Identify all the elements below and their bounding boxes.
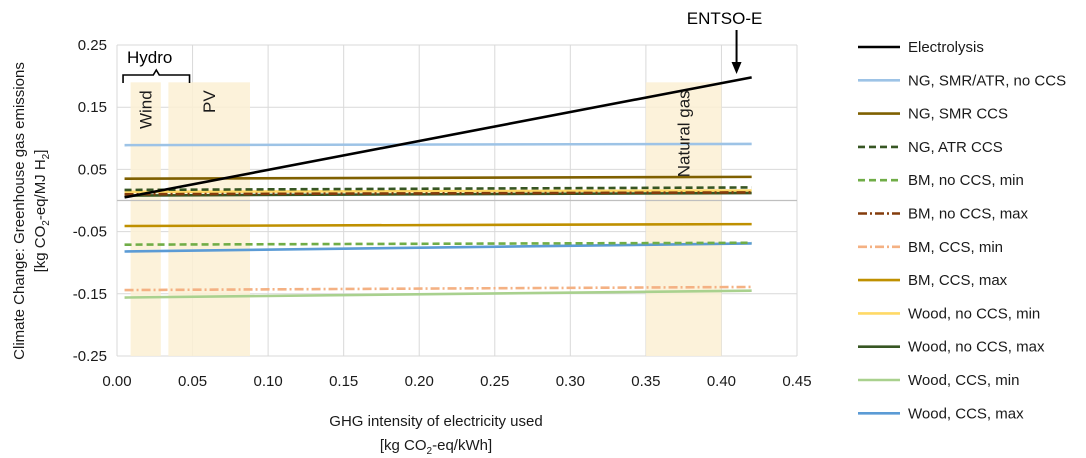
tick-labels: 0.00 0.05 0.10 0.15 0.20 0.25 0.30 0.35 0.40 0.45… xyxy=(73,37,812,390)
legend-label: BM, no CCS, max xyxy=(908,206,1029,223)
x-tick-label: 0.35 xyxy=(631,373,660,390)
x-axis-title-line1: GHG intensity of electricity used xyxy=(329,413,542,430)
legend-item-wood-ccs-max: Wood, CCS, max xyxy=(858,405,1024,422)
series-line-bm-ccs-min xyxy=(124,285,752,292)
y-axis-title-line2: [kg CO2-eq/MJ H2] xyxy=(32,150,52,273)
y-tick-label: -0.05 xyxy=(73,224,107,241)
legend-label: Wood, no CCS, max xyxy=(908,339,1045,356)
legend-label: NG, ATR CCS xyxy=(908,139,1003,156)
legend-item-bm-no-ccs-max: BM, no CCS, max xyxy=(858,206,1029,223)
legend-label: Wood, CCS, min xyxy=(908,372,1019,389)
legend-item-bm-ccs-max: BM, CCS, max xyxy=(858,272,1008,289)
legend-item-electrolysis: Electrolysis xyxy=(858,39,984,56)
hydro-brace xyxy=(122,68,191,83)
y-tick-label: 0.25 xyxy=(78,37,107,54)
x-tick-label: 0.10 xyxy=(254,373,283,390)
legend-label: BM, CCS, min xyxy=(908,239,1003,256)
x-tick-label: 0.40 xyxy=(707,373,736,390)
x-tick-label: 0.00 xyxy=(102,373,131,390)
hydro-label: Hydro xyxy=(127,48,172,67)
series-line-bm-ccs-max xyxy=(124,222,752,228)
x-tick-label: 0.20 xyxy=(405,373,434,390)
series-line-electrolysis xyxy=(124,76,752,199)
y-tick-label: 0.15 xyxy=(78,99,107,116)
band-pv xyxy=(168,82,250,356)
series-line-bm-no-ccs-min xyxy=(124,241,752,246)
x-axis-title-line2: [kg CO2-eq/kWh] xyxy=(380,437,492,457)
legend-label: BM, CCS, max xyxy=(908,272,1008,289)
series-line-ng-atr-ccs xyxy=(124,186,752,192)
highlight-bands xyxy=(130,82,722,356)
hydro-annotation: Hydro xyxy=(122,48,191,83)
annotations: Hydro ENTSO-E xyxy=(122,9,763,83)
series-line-wood-no-ccs-min xyxy=(124,189,752,194)
legend-item-wood-ccs-min: Wood, CCS, min xyxy=(858,372,1019,389)
legend-label: Wood, CCS, max xyxy=(908,405,1024,422)
y-tick-label: 0.05 xyxy=(78,161,107,178)
series-line-wood-ccs-min xyxy=(124,289,752,299)
series-line-wood-ccs-max xyxy=(124,242,752,253)
legend-item-wood-no-ccs-min: Wood, no CCS, min xyxy=(858,305,1040,322)
x-tick-label: 0.05 xyxy=(178,373,207,390)
band-label-wind: Wind xyxy=(137,90,156,129)
x-tick-label: 0.15 xyxy=(329,373,358,390)
legend-label: BM, no CCS, min xyxy=(908,172,1024,189)
band-label-pv: PV xyxy=(200,90,219,113)
band-label-natural-gas: Natural gas xyxy=(675,90,694,177)
legend-label: Wood, no CCS, min xyxy=(908,305,1040,322)
legend-item-ng-atr-ccs: NG, ATR CCS xyxy=(858,139,1003,156)
legend-item-wood-no-ccs-max: Wood, no CCS, max xyxy=(858,339,1045,356)
legend: Electrolysis NG, SMR/ATR, no CCS NG, SMR C… xyxy=(858,39,1066,422)
legend-label: NG, SMR/ATR, no CCS xyxy=(908,72,1066,89)
legend-item-bm-no-ccs-min: BM, no CCS, min xyxy=(858,172,1024,189)
x-tick-label: 0.45 xyxy=(782,373,811,390)
series-line-ng-smr-atr-no-ccs xyxy=(124,142,752,147)
x-tick-label: 0.30 xyxy=(556,373,585,390)
legend-label: Electrolysis xyxy=(908,39,984,56)
entsoe-label: ENTSO-E xyxy=(687,9,763,28)
series-line-bm-no-ccs-max xyxy=(124,191,752,196)
entsoe-arrowhead xyxy=(731,62,742,74)
entsoe-annotation: ENTSO-E xyxy=(687,9,763,74)
x-tick-label: 0.25 xyxy=(480,373,509,390)
y-tick-label: -0.15 xyxy=(73,286,107,303)
legend-item-ng-smr-atr-no-ccs: NG, SMR/ATR, no CCS xyxy=(858,72,1066,89)
y-tick-label: -0.25 xyxy=(73,348,107,365)
legend-item-ng-smr-ccs: NG, SMR CCS xyxy=(858,106,1008,123)
y-axis-title-line1: Climate Change: Greenhouse gas emissions xyxy=(11,62,28,360)
band-wind xyxy=(130,82,161,356)
legend-item-bm-ccs-min: BM, CCS, min xyxy=(858,239,1003,256)
series-lines xyxy=(124,76,752,299)
legend-label: NG, SMR CCS xyxy=(908,106,1008,123)
band-natural-gas xyxy=(645,82,722,356)
